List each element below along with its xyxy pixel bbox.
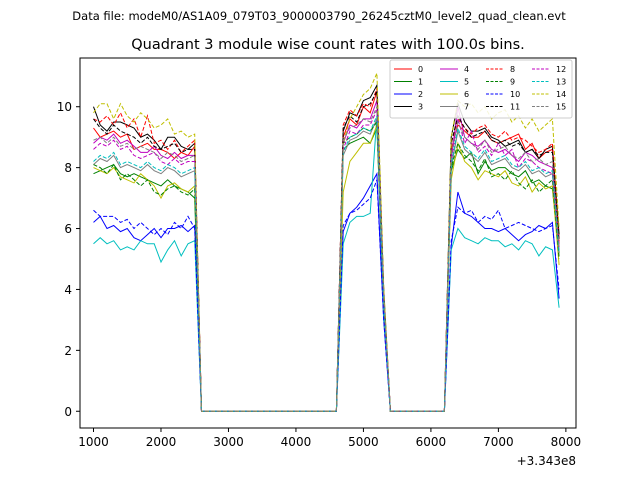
y-axis: 0 2 4 6 8 10 (57, 100, 80, 419)
legend-label-12: 12 (556, 65, 566, 74)
x-tick-label: 2000 (146, 435, 177, 449)
x-axis-offset-label: +3.343e8 (517, 454, 576, 468)
legend-label-15: 15 (556, 103, 566, 112)
x-tick-label: 1000 (78, 435, 109, 449)
series-line-9 (93, 120, 560, 412)
y-tick-label: 4 (64, 283, 72, 297)
legend-label-4: 4 (464, 65, 469, 74)
legend-box (389, 59, 573, 119)
x-tick-label: 3000 (213, 435, 244, 449)
chart-title: Quadrant 3 module wise count rates with … (131, 37, 525, 53)
legend-label-11: 11 (510, 103, 520, 112)
x-tick-label: 8000 (551, 435, 582, 449)
y-tick-label: 6 (64, 222, 72, 236)
legend-label-3: 3 (418, 103, 423, 112)
legend-label-14: 14 (556, 90, 566, 99)
legend-label-7: 7 (464, 103, 469, 112)
legend-label-10: 10 (510, 90, 520, 99)
x-axis: 1000 2000 3000 4000 5000 6000 7000 8000 (78, 428, 581, 449)
legend-label-1: 1 (418, 78, 423, 87)
y-tick-label: 8 (64, 161, 72, 175)
y-tick-label: 2 (64, 344, 72, 358)
x-tick-label: 7000 (483, 435, 514, 449)
legend-label-8: 8 (510, 65, 515, 74)
y-tick-label: 0 (64, 405, 72, 419)
y-tick-label: 10 (57, 100, 72, 114)
x-tick-label: 5000 (348, 435, 379, 449)
legend-label-2: 2 (418, 90, 423, 99)
series-line-15 (93, 106, 560, 412)
legend-label-5: 5 (464, 78, 469, 87)
legend-label-13: 13 (556, 78, 566, 87)
plot-area-frame (79, 57, 577, 429)
data-file-label: Data file: modeM0/AS1A09_079T03_90000037… (72, 9, 566, 23)
x-tick-label: 6000 (416, 435, 447, 449)
x-tick-label: 4000 (281, 435, 312, 449)
series-line-10 (93, 179, 560, 412)
legend-label-0: 0 (418, 65, 423, 74)
legend-label-9: 9 (510, 78, 515, 87)
legend-label-6: 6 (464, 90, 469, 99)
